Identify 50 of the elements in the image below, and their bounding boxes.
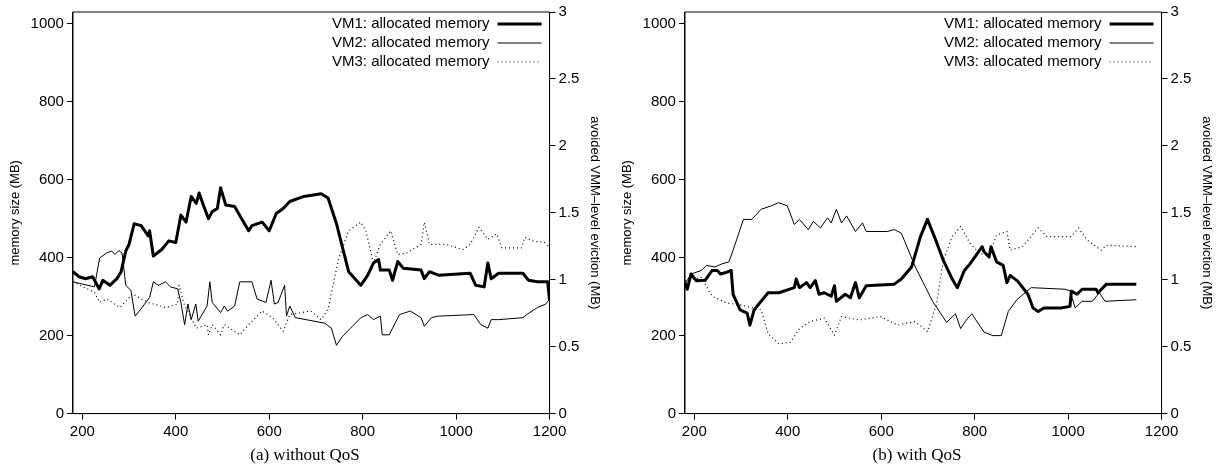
text: (b) with QoS — [872, 445, 962, 465]
y2-axis-title: avoided VMM–level eviction (MB) — [1199, 116, 1215, 310]
y2-tick-label: 0 — [1170, 403, 1179, 421]
y2-tick-label: 0.5 — [558, 336, 580, 354]
legend-label: VM3: allocated memory — [331, 52, 491, 70]
y2-tick-label: 1 — [558, 269, 567, 287]
legend-label: VM1: allocated memory — [943, 14, 1103, 32]
y-tick-label: 600 — [38, 169, 64, 187]
y-tick-label: 400 — [650, 247, 676, 265]
y2-tick-label: 2 — [1170, 136, 1179, 154]
y2-tick-label: 2.5 — [1170, 69, 1192, 87]
y-tick-label: 1000 — [30, 13, 64, 31]
y-tick-label: 200 — [38, 325, 64, 343]
y2-tick-label: 2.5 — [558, 69, 580, 87]
legend-label: VM3: allocated memory — [943, 52, 1103, 70]
y-tick-label: 800 — [38, 91, 64, 109]
y-axis-title: memory size (MB) — [619, 160, 635, 266]
y-tick-label: 0 — [55, 403, 64, 421]
x-tick-label: 800 — [350, 421, 376, 439]
legend-label: VM2: allocated memory — [331, 33, 491, 51]
y-tick-label: 800 — [650, 91, 676, 109]
x-tick-label: 200 — [69, 421, 95, 439]
x-tick-label: 1200 — [1144, 421, 1179, 439]
y-tick-label: 1000 — [642, 13, 676, 31]
y-tick-label: 400 — [38, 247, 64, 265]
y-tick-label: 600 — [650, 169, 676, 187]
x-tick-label: 200 — [681, 421, 707, 439]
legend-label: VM2: allocated memory — [943, 33, 1103, 51]
y2-tick-label: 2 — [558, 136, 567, 154]
legend-label: VM1: allocated memory — [331, 14, 491, 32]
y-tick-label: 200 — [650, 325, 676, 343]
x-tick-label: 400 — [775, 421, 801, 439]
y2-tick-label: 3 — [558, 2, 567, 20]
x-tick-label: 600 — [868, 421, 894, 439]
x-tick-label: 1200 — [532, 421, 567, 439]
y2-tick-label: 1 — [1170, 269, 1179, 287]
y2-tick-label: 0.5 — [1170, 336, 1192, 354]
y2-tick-label: 3 — [1170, 2, 1179, 20]
y2-tick-label: 0 — [558, 403, 567, 421]
x-tick-label: 800 — [962, 421, 988, 439]
x-tick-label: 400 — [163, 421, 189, 439]
x-tick-label: 600 — [256, 421, 282, 439]
y-axis-title: memory size (MB) — [7, 160, 23, 266]
y2-axis-title: avoided VMM–level eviction (MB) — [587, 116, 603, 310]
y2-tick-label: 1.5 — [1170, 202, 1192, 220]
y-tick-label: 0 — [667, 403, 676, 421]
y2-tick-label: 1.5 — [558, 202, 580, 220]
x-tick-label: 1000 — [1051, 421, 1085, 439]
x-tick-label: 1000 — [439, 421, 473, 439]
text: (a) without QoS — [250, 445, 360, 465]
